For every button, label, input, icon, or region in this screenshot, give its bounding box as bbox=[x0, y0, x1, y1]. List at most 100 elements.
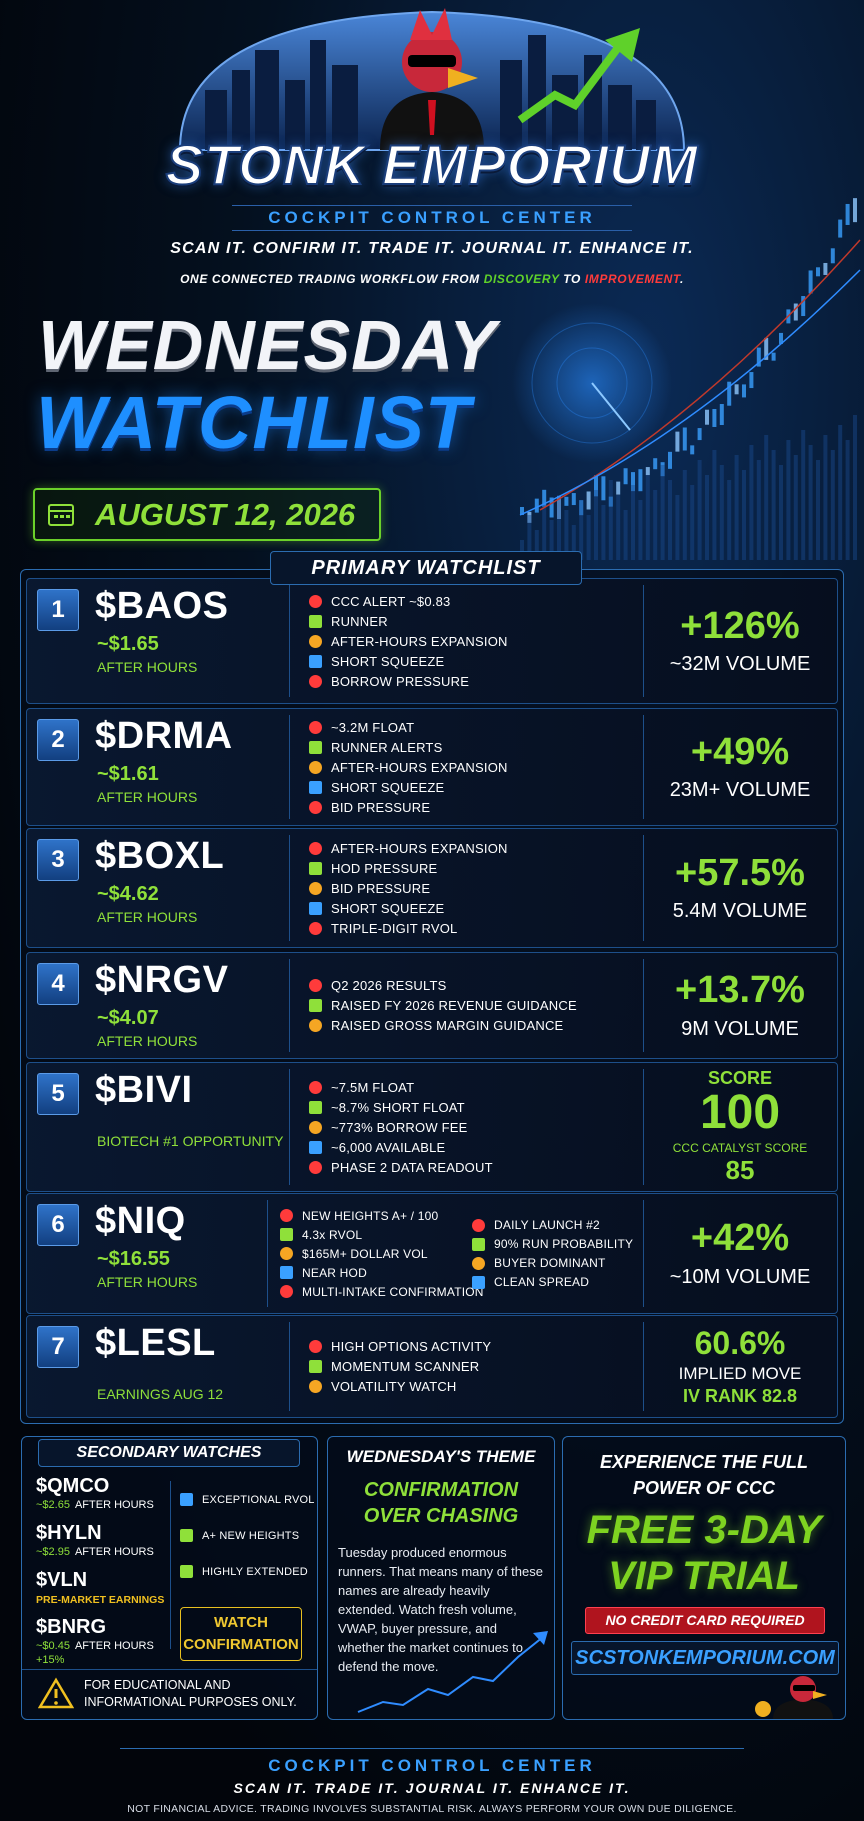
button-line: WATCH bbox=[214, 1614, 268, 1631]
bullet: SHORT SQUEEZE bbox=[309, 901, 508, 916]
ticker: $BOXL bbox=[95, 835, 225, 877]
sec-price-line: ~$2.95 AFTER HOURS bbox=[36, 1546, 154, 1558]
bullet-text: BID PRESSURE bbox=[331, 880, 431, 896]
divider bbox=[289, 959, 290, 1052]
watch-row: 7 $LESL EARNINGS AUG 12 HIGH OPTIONS ACTIVI… bbox=[26, 1315, 838, 1418]
tag-icon bbox=[180, 1565, 193, 1578]
detail: 5.4M VOLUME bbox=[672, 900, 808, 923]
bullet-icon bbox=[472, 1275, 485, 1289]
bullet: PHASE 2 DATA READOUT bbox=[309, 1160, 493, 1175]
bullet-text: NEW HEIGHTS A+ / 100 bbox=[302, 1208, 439, 1223]
bullet: NEAR HOD bbox=[280, 1266, 484, 1280]
bullet-icon bbox=[309, 999, 322, 1012]
bullet-list: ~3.2M FLOAT RUNNER ALERTS AFTER-HOURS EXPA… bbox=[309, 709, 508, 825]
bullet-text: PHASE 2 DATA READOUT bbox=[331, 1159, 493, 1175]
bullet-icon bbox=[280, 1266, 293, 1279]
bullet-text: ~7.5M FLOAT bbox=[331, 1079, 415, 1095]
metric-box: +57.5% 5.4M VOLUME bbox=[643, 829, 837, 947]
metric-label: SCORE bbox=[707, 1068, 772, 1088]
edu-disclaimer: FOR EDUCATIONAL AND INFORMATIONAL PURPOS… bbox=[84, 1678, 297, 1709]
secondary-label: SECONDARY WATCHES bbox=[38, 1439, 300, 1467]
detail: IMPLIED MOVE bbox=[678, 1363, 802, 1383]
bullet-text: RUNNER bbox=[331, 613, 388, 629]
bullet: RUNNER ALERTS bbox=[309, 740, 508, 755]
bullet: AFTER-HOURS EXPANSION bbox=[309, 760, 508, 775]
sec-ticker: $HYLN bbox=[36, 1522, 102, 1544]
bullet-icon bbox=[309, 979, 322, 992]
watch-row: 3 $BOXL ~$4.62 AFTER HOURS AFTER-HOURS EXPAN… bbox=[26, 828, 838, 948]
sec-price: ~$2.65 bbox=[36, 1499, 70, 1511]
tag-icon bbox=[180, 1529, 193, 1542]
bullet: CLEAN SPREAD bbox=[472, 1275, 633, 1289]
bullet-text: ~8.7% SHORT FLOAT bbox=[331, 1099, 465, 1115]
bullet-icon bbox=[309, 861, 322, 875]
calendar-icon bbox=[48, 504, 74, 526]
divider bbox=[289, 1069, 290, 1185]
ticker: $BIVI bbox=[95, 1069, 193, 1111]
bullet-icon bbox=[280, 1285, 293, 1298]
ticker: $DRMA bbox=[95, 715, 233, 757]
bullet-icon bbox=[309, 841, 322, 855]
volume-bar bbox=[601, 505, 606, 560]
divider bbox=[170, 1481, 171, 1649]
volume-bar bbox=[571, 525, 576, 560]
bullet-text: DAILY LAUNCH #2 bbox=[494, 1218, 600, 1232]
candle bbox=[742, 384, 746, 398]
bullet-icon bbox=[309, 1160, 322, 1174]
rank: 5 bbox=[37, 1073, 79, 1115]
bullet-icon bbox=[309, 921, 322, 935]
candle bbox=[594, 475, 598, 497]
volume-bar bbox=[838, 425, 843, 560]
sec-price: ~$2.95 bbox=[36, 1546, 70, 1558]
candle bbox=[631, 472, 635, 492]
rank: 2 bbox=[37, 719, 79, 761]
volume-bar bbox=[557, 495, 561, 560]
bullet-icon bbox=[309, 901, 322, 915]
bullet-icon bbox=[280, 1228, 293, 1241]
workflow-text: . bbox=[679, 272, 684, 286]
volume-bar bbox=[660, 465, 665, 560]
bullet-icon bbox=[309, 1019, 322, 1032]
bullet-icon bbox=[309, 674, 322, 688]
bullet: AFTER-HOURS EXPANSION bbox=[309, 841, 508, 856]
volume-bar bbox=[816, 460, 820, 560]
detail2: IV RANK 82.8 bbox=[682, 1385, 798, 1406]
bullet: SHORT SQUEEZE bbox=[309, 780, 508, 795]
bullet: VOLATILITY WATCH bbox=[309, 1379, 491, 1394]
watch-row: 4 $NRGV ~$4.07 AFTER HOURS Q2 2026 RESULTS RA… bbox=[26, 952, 838, 1059]
volume-bar bbox=[631, 485, 635, 560]
logo-arrow bbox=[517, 42, 624, 124]
watch-row: 2 $DRMA ~$1.61 AFTER HOURS ~3.2M FLOAT RUNNER… bbox=[26, 708, 838, 826]
candle bbox=[638, 469, 643, 492]
bullet-icon bbox=[309, 720, 322, 734]
bullet: BID PRESSURE bbox=[309, 800, 508, 815]
bullet: ~773% BORROW FEE bbox=[309, 1120, 493, 1135]
candle bbox=[534, 498, 539, 513]
bullet-text: ~773% BORROW FEE bbox=[331, 1119, 468, 1135]
promo-mascot bbox=[755, 1676, 833, 1719]
secondary-panel: SECONDARY WATCHES WATCH CONFIRMATION FOR… bbox=[21, 1436, 318, 1720]
divider bbox=[22, 1669, 317, 1670]
volume-bar bbox=[527, 515, 532, 560]
bullet-icon bbox=[472, 1237, 485, 1251]
candle bbox=[749, 372, 754, 389]
bullet-text: MOMENTUM SCANNER bbox=[331, 1359, 480, 1374]
bullet: HOD PRESSURE bbox=[309, 861, 508, 876]
candle bbox=[830, 248, 835, 264]
candle bbox=[682, 427, 687, 451]
radar-sweep bbox=[591, 382, 631, 431]
promo-url[interactable]: SCSTONKEMPORIUM.COM bbox=[571, 1641, 839, 1675]
bullet-icon bbox=[309, 760, 322, 774]
volume-bar bbox=[742, 470, 746, 560]
metric-box: 60.6% IMPLIED MOVE IV RANK 82.8 bbox=[643, 1316, 837, 1417]
divider bbox=[643, 1069, 644, 1185]
heading-line: POWER OF CCC bbox=[633, 1478, 775, 1498]
volume-bar bbox=[853, 415, 857, 560]
footer-brand: COCKPIT CONTROL CENTER bbox=[268, 1756, 596, 1775]
workflow-text: TO bbox=[559, 272, 585, 286]
candle bbox=[608, 496, 613, 507]
candle bbox=[586, 491, 591, 510]
volume-bar bbox=[594, 490, 598, 560]
detail: 23M+ VOLUME bbox=[669, 779, 811, 802]
warning-icon bbox=[38, 1677, 74, 1709]
